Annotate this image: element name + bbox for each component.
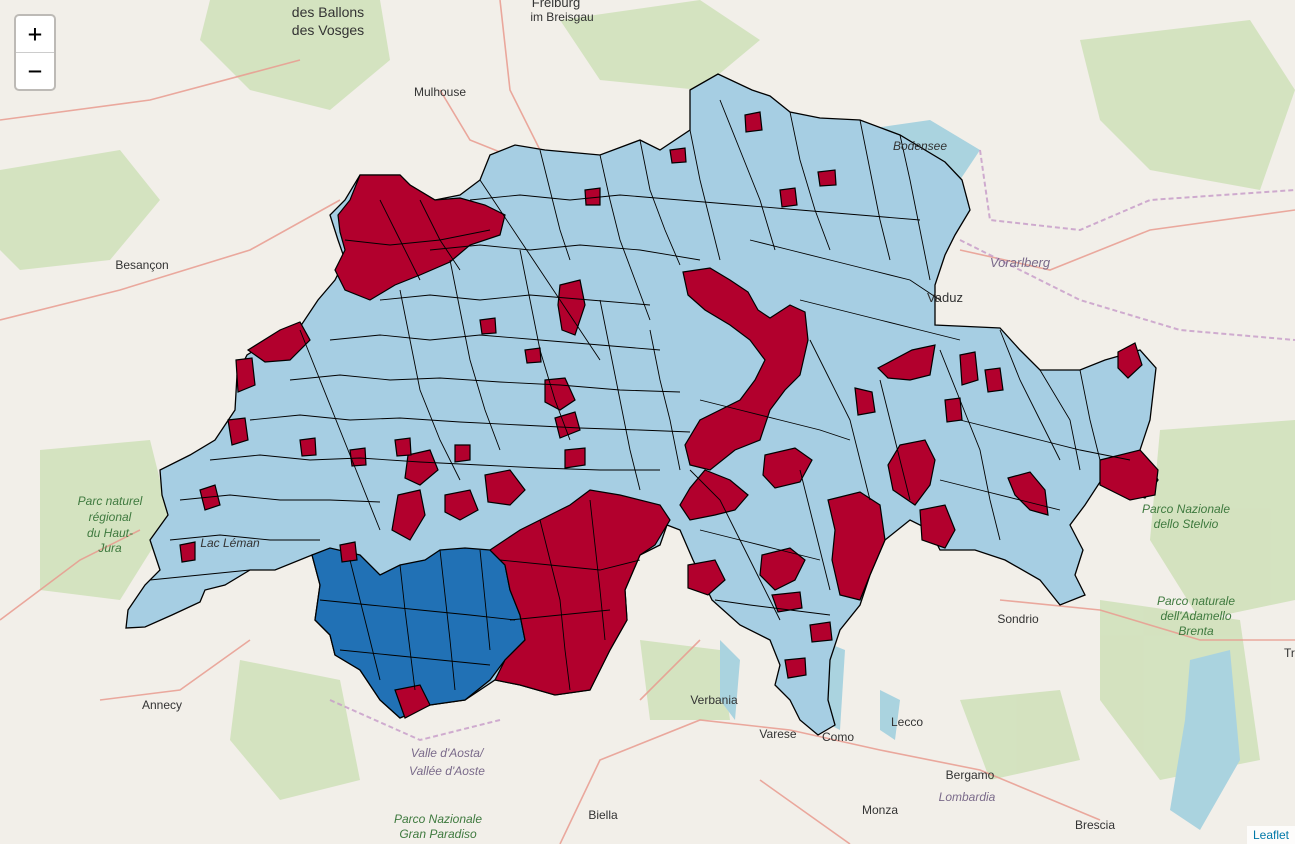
label-adamello-line1: Parco naturale	[1157, 594, 1235, 608]
label-ballons-line2: des Vosges	[292, 22, 364, 38]
zoom-control: + −	[14, 14, 56, 91]
label-stelvio-line1: Parco Nazionale	[1142, 502, 1230, 516]
label-adamello-line3: Brenta	[1178, 624, 1214, 638]
label-aosta-line1: Valle d'Aosta/	[411, 746, 485, 760]
label-freiburg-line2: im Breisgau	[530, 10, 593, 24]
commune-boundaries	[149, 99, 1131, 691]
label-freiburg-line1: Freiburg	[532, 0, 580, 10]
label-jura-line2: régional	[89, 510, 132, 524]
attribution-link[interactable]: Leaflet	[1246, 826, 1295, 844]
label-brescia: Brescia	[1075, 818, 1115, 832]
label-sondrio: Sondrio	[997, 612, 1039, 626]
label-jura-line4: Jura	[97, 541, 122, 555]
label-lecco: Lecco	[891, 715, 923, 729]
label-vaduz: Vaduz	[927, 290, 963, 305]
label-annecy: Annecy	[142, 698, 182, 712]
label-lac-leman: Lac Léman	[200, 536, 260, 550]
label-biella: Biella	[588, 808, 618, 822]
choropleth-red-regions[interactable]	[179, 111, 1159, 719]
label-lombardia: Lombardia	[939, 790, 996, 804]
label-bodensee: Bodensee	[893, 139, 947, 153]
label-aosta-line2: Vallée d'Aoste	[409, 764, 485, 778]
label-tirano-partial: Tr	[1284, 646, 1295, 660]
label-jura-line1: Parc naturel	[78, 494, 143, 508]
map-labels: des Ballons des Vosges Freiburg im Breis…	[78, 0, 1295, 841]
label-bergamo: Bergamo	[946, 768, 995, 782]
label-vorarlberg: Vorarlberg	[990, 255, 1051, 270]
country-borders	[329, 149, 1295, 742]
zoom-in-button[interactable]: +	[16, 16, 54, 53]
label-paradiso-line1: Parco Nazionale	[394, 812, 482, 826]
label-monza: Monza	[862, 803, 898, 817]
zoom-out-button[interactable]: −	[27, 57, 43, 85]
label-ballons-line1: des Ballons	[292, 4, 364, 20]
label-stelvio-line2: dello Stelvio	[1154, 517, 1219, 531]
label-paradiso-line2: Gran Paradiso	[399, 827, 477, 841]
label-varese: Varese	[759, 727, 796, 741]
label-adamello-line2: dell'Adamello	[1161, 609, 1232, 623]
label-besancon: Besançon	[115, 258, 168, 272]
label-verbania: Verbania	[690, 693, 738, 707]
label-jura-line3: du Haut-	[87, 526, 133, 540]
label-mulhouse: Mulhouse	[414, 85, 466, 99]
label-como: Como	[822, 730, 854, 744]
